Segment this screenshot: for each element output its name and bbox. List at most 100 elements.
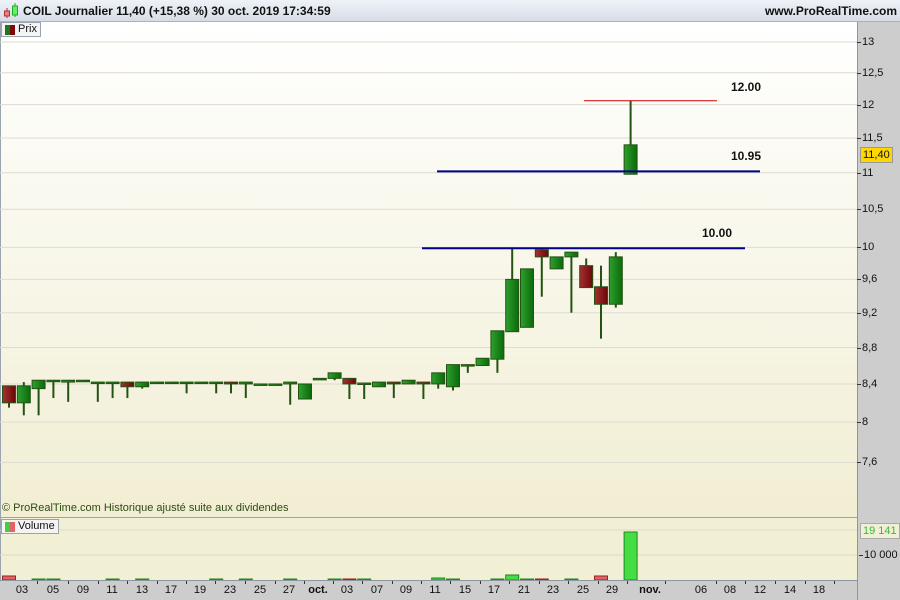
- volume-legend-label: Volume: [18, 520, 55, 532]
- candle-up: [61, 379, 76, 383]
- y-tick-label: 11: [856, 166, 874, 179]
- x-tick-mark: [245, 581, 246, 584]
- candle-up: [446, 364, 460, 388]
- date-axis[interactable]: 03 05 09 11 13 17 19 23 25 27 oct. 03 07 09 11 15 17 21 23…: [0, 580, 857, 600]
- price-axis[interactable]: 13 12,5 12 11,5 11 10,5 10 9,6 9,2 8,8 8,4 8 7,6: [856, 22, 900, 600]
- y-tick-label: 12,5: [856, 66, 884, 79]
- volume-panel: [0, 518, 857, 580]
- candle-down: [579, 265, 594, 289]
- volume-bar: [342, 578, 357, 581]
- candle-up: [564, 251, 579, 258]
- price-legend-label: Prix: [18, 23, 37, 35]
- candle-up: [209, 381, 224, 385]
- x-tick-mark: [37, 581, 38, 584]
- x-tick-mark: [186, 581, 187, 584]
- x-tick-label: 08: [723, 584, 737, 596]
- x-tick-label: 23: [546, 584, 560, 596]
- y-tick-label: 10,5: [856, 203, 884, 216]
- candle-up: [460, 364, 475, 367]
- candle-down: [416, 381, 431, 385]
- x-tick-mark: [215, 581, 216, 584]
- x-tick-mark: [304, 581, 305, 584]
- candle-up: [490, 330, 505, 360]
- volume-bar: [283, 578, 298, 581]
- candle-down: [120, 381, 135, 388]
- copyright-note: © ProRealTime.com Historique ajusté suit…: [2, 502, 289, 514]
- x-tick-label: 23: [223, 584, 237, 596]
- x-tick-mark: [275, 581, 276, 584]
- volume-bar: [490, 578, 505, 581]
- candle-up: [164, 381, 179, 385]
- x-tick-label: 13: [135, 584, 149, 596]
- x-tick-label: 17: [164, 584, 178, 596]
- volume-swatch-icon: [5, 522, 15, 532]
- y-tick-label: 9,2: [856, 306, 878, 319]
- candle-up: [431, 372, 446, 385]
- price-legend[interactable]: Prix: [1, 22, 41, 37]
- volume-bar: [31, 578, 46, 581]
- x-tick-mark: [509, 581, 510, 584]
- x-tick-label: 25: [253, 584, 267, 596]
- x-tick-label: 06: [694, 584, 708, 596]
- candle-up: [623, 144, 638, 175]
- volume-bar: [520, 578, 534, 581]
- x-tick-mark: [157, 581, 158, 584]
- line-label-10-95: 10.95: [731, 149, 762, 163]
- x-tick-label: 15: [458, 584, 472, 596]
- volume-legend[interactable]: Volume: [1, 519, 59, 534]
- candle-up: [105, 381, 120, 385]
- x-tick-mark: [450, 581, 451, 584]
- line-label-12: 12.00: [731, 80, 762, 94]
- x-tick-mark: [598, 581, 599, 584]
- y-tick-label: 11,5: [857, 131, 883, 144]
- candle-down: [534, 249, 549, 258]
- x-tick-mark: [568, 581, 569, 584]
- candle-up: [76, 379, 90, 383]
- volume-bar: [564, 578, 579, 581]
- x-tick-label: 12: [753, 584, 767, 596]
- candle-up: [505, 278, 520, 333]
- x-tick-label: 27: [282, 584, 296, 596]
- candle-down: [386, 381, 401, 385]
- x-tick-label: 18: [812, 584, 826, 596]
- x-tick-mark: [539, 581, 540, 584]
- volume-bar: [446, 578, 460, 581]
- x-tick-mark: [834, 581, 835, 584]
- price-swatch-icon: [5, 25, 15, 35]
- volume-bar: [357, 578, 372, 581]
- x-tick-mark: [480, 581, 481, 584]
- candle-up: [372, 381, 386, 388]
- x-tick-label: 03: [340, 584, 354, 596]
- x-tick-label: 07: [370, 584, 384, 596]
- candle-up: [253, 383, 268, 386]
- chart-title: COIL Journalier 11,40 (+15,38 %) 30 oct.…: [23, 4, 331, 18]
- last-price-badge: 11,40: [860, 147, 893, 163]
- candlestick-icon: [4, 3, 18, 18]
- candle-up: [327, 372, 342, 379]
- candle-down: [224, 381, 238, 385]
- y-tick-label: 10: [856, 241, 875, 254]
- x-tick-label: 17: [487, 584, 501, 596]
- candle-up: [46, 379, 61, 383]
- x-tick-mark: [98, 581, 99, 584]
- x-tick-mark: [68, 581, 69, 584]
- y-tick-label: 7,6: [856, 456, 878, 469]
- candle-up: [238, 381, 253, 385]
- volume-bar: [327, 578, 342, 581]
- candle-up: [357, 382, 372, 386]
- y-tick-label: 8: [856, 416, 869, 429]
- x-tick-label: 05: [46, 584, 60, 596]
- volume-bar: [46, 578, 61, 581]
- x-tick-mark: [362, 581, 363, 584]
- x-tick-label: 25: [576, 584, 590, 596]
- x-tick-mark: [716, 581, 717, 584]
- site-link[interactable]: www.ProRealTime.com: [764, 4, 897, 18]
- candle-up: [549, 256, 564, 270]
- x-tick-label: 03: [15, 584, 29, 596]
- x-tick-mark: [665, 581, 666, 584]
- candle-up: [401, 379, 416, 385]
- line-label-10: 10.00: [702, 226, 733, 240]
- y-tick-label: 13: [856, 36, 875, 48]
- volume-bar: [135, 578, 150, 581]
